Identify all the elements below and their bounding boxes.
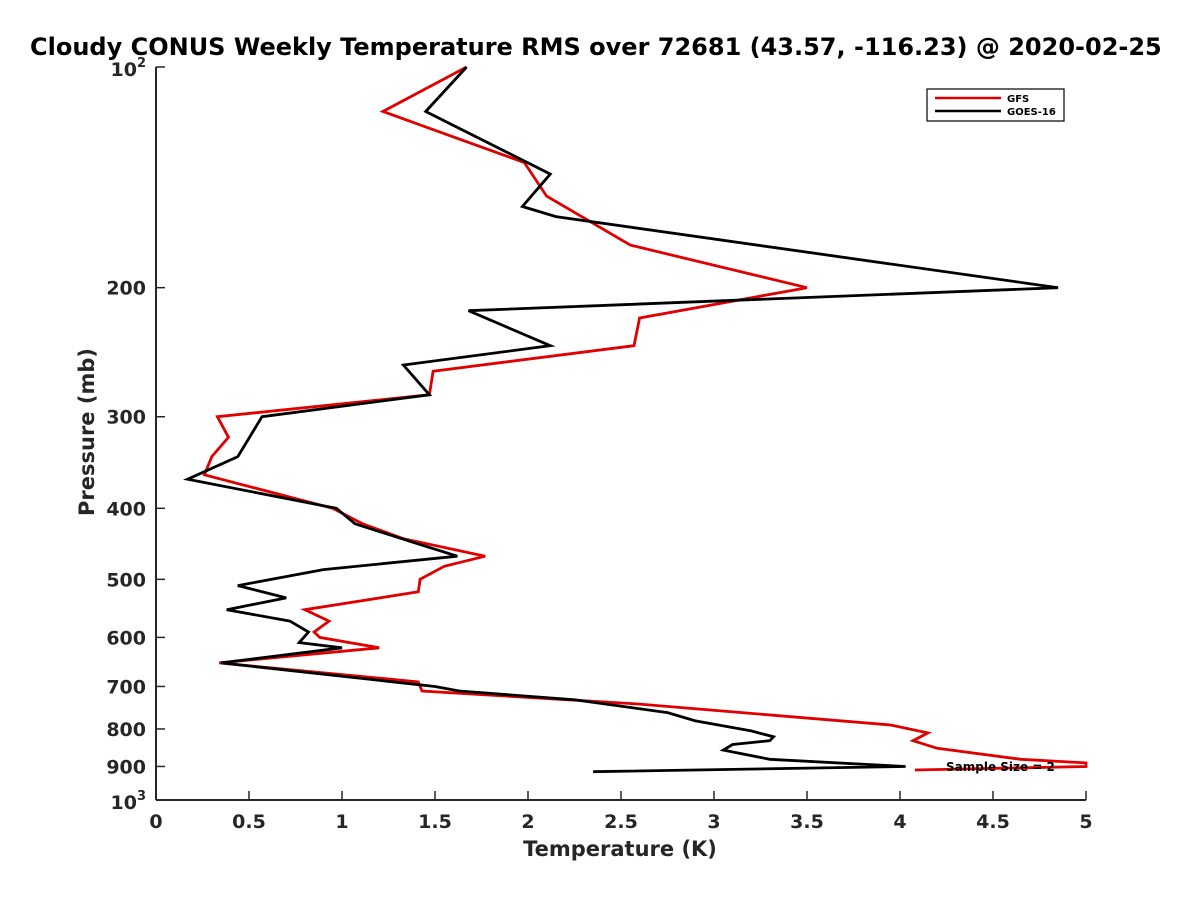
x-tick-label: 0.5 <box>232 811 266 833</box>
legend-label-goes-16: GOES-16 <box>1007 107 1056 118</box>
x-tick-label: 0 <box>149 811 162 833</box>
y-tick-label: 500 <box>106 569 146 591</box>
y-tick-label: 200 <box>106 278 146 300</box>
y-tick-label: 900 <box>106 756 146 778</box>
series-line-gfs <box>202 65 1088 772</box>
chart-title: Cloudy CONUS Weekly Temperature RMS over… <box>30 33 1162 61</box>
x-tick-label: 3 <box>707 811 720 833</box>
legend-label-gfs: GFS <box>1007 94 1029 105</box>
y-tick-label-power: 102 <box>111 56 147 81</box>
y-axis-label: Pressure (mb) <box>75 348 99 516</box>
y-tick-label: 800 <box>106 719 146 741</box>
x-tick-label: 1.5 <box>418 811 452 833</box>
x-tick-label: 3.5 <box>790 811 824 833</box>
x-tick-label: 4 <box>893 811 906 833</box>
plot-area <box>155 66 1087 801</box>
x-axis-label: Temperature (K) <box>523 837 717 861</box>
x-tick-label: 4.5 <box>976 811 1010 833</box>
legend: GFS GOES-16 <box>926 88 1065 122</box>
x-tick-label: 1 <box>335 811 348 833</box>
y-tick-labels: 102 200 300 400 500 600 700 800 900 103 <box>106 56 146 814</box>
y-tick-label: 600 <box>106 627 146 649</box>
series-layer <box>183 65 1088 774</box>
x-tick-labels: 0 0.5 1 1.5 2 2.5 3 3.5 4 4.5 5 <box>149 811 1092 833</box>
series-line-goes-16 <box>183 66 1059 774</box>
y-tick-label-power: 103 <box>111 789 147 814</box>
y-tick-label: 300 <box>106 407 146 429</box>
x-tick-label: 2.5 <box>604 811 638 833</box>
y-tick-label: 400 <box>106 498 146 520</box>
sample-size-annotation: Sample Size = 2 <box>946 760 1055 774</box>
legend-box <box>926 88 1065 122</box>
x-tick-label: 5 <box>1079 811 1092 833</box>
y-tick-label: 700 <box>106 676 146 698</box>
x-tick-label: 2 <box>521 811 534 833</box>
